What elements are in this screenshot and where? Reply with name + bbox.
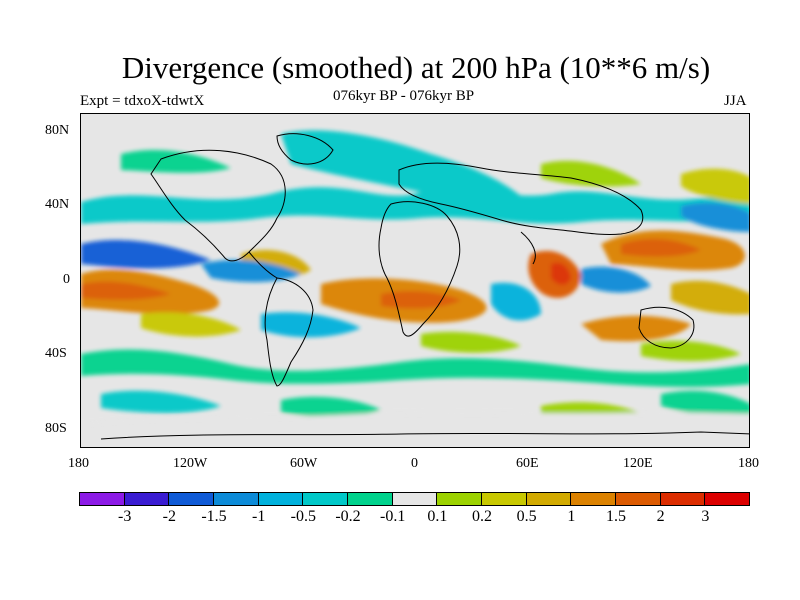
experiment-label: Expt = tdxoX-tdwtX — [80, 93, 205, 109]
divergence-field — [81, 114, 749, 447]
season-label: JJA — [724, 93, 747, 109]
lon-tick-label: 60W — [290, 456, 318, 471]
colorbar-label: 0.2 — [472, 508, 492, 525]
lon-tick-label: 180 — [738, 456, 759, 471]
colorbar-label: -0.1 — [379, 508, 406, 525]
colorbar-label: 2 — [656, 508, 665, 525]
map-title: Divergence (smoothed) at 200 hPa (10**6 … — [121, 50, 711, 85]
lon-tick-label: 180 — [68, 456, 89, 471]
lon-tick-label: 0 — [411, 456, 418, 471]
lon-tick-label: 120E — [623, 456, 653, 471]
colorbar-swatch — [481, 492, 527, 506]
coastlines — [100, 133, 749, 440]
colorbar-swatch — [615, 492, 661, 506]
colorbar-swatch — [347, 492, 393, 506]
colorbar-label: 0.1 — [427, 508, 448, 525]
colorbar-swatch — [659, 492, 706, 506]
colorbar-swatch — [302, 492, 349, 506]
colorbar-label: -0.2 — [335, 508, 361, 525]
colorbar-swatch — [123, 492, 170, 506]
colorbar-label: 0.5 — [516, 508, 537, 525]
colorbar-label: 3 — [701, 508, 710, 525]
lat-tick-label: 40S — [45, 346, 67, 361]
lat-tick-label: 80S — [45, 421, 67, 436]
colorbar-swatch — [436, 492, 483, 506]
lon-tick-label: 120W — [173, 456, 208, 471]
colorbar-swatch — [391, 492, 438, 506]
colorbar-swatch — [213, 492, 259, 506]
colorbar-label: -1 — [251, 508, 266, 525]
colorbar-label: 1.5 — [606, 508, 626, 525]
lat-tick-label: 0 — [63, 272, 70, 287]
colorbar-swatch — [79, 492, 125, 506]
period-label: 076kyr BP - 076kyr BP — [333, 88, 475, 104]
map-panel — [80, 113, 750, 448]
colorbar-label: -0.5 — [290, 508, 316, 525]
colorbar-label: -1.5 — [201, 508, 227, 525]
lat-tick-label: 80N — [45, 123, 70, 138]
colorbar-swatch — [704, 492, 751, 506]
colorbar-swatch — [257, 492, 304, 506]
lon-tick-label: 60E — [516, 456, 539, 471]
colorbar-swatch — [525, 492, 572, 506]
colorbar-label: 1 — [567, 508, 576, 525]
colorbar-label: -2 — [162, 508, 176, 525]
colorbar-swatch — [570, 492, 617, 506]
colorbar — [79, 492, 751, 506]
colorbar-swatch — [168, 492, 215, 506]
colorbar-label: -3 — [117, 508, 132, 525]
lat-tick-label: 40N — [45, 197, 70, 212]
